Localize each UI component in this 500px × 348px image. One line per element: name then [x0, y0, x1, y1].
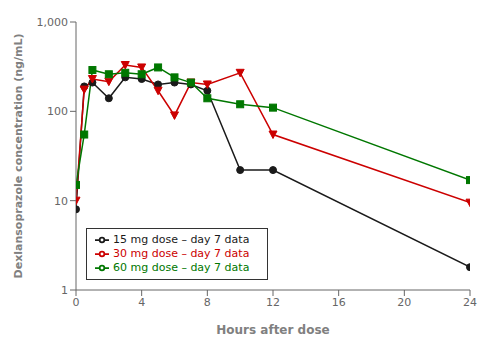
svg-text:24: 24: [463, 296, 477, 309]
html-text:60 mg dose – day 7 data: 60 mg dose – day 7 data: [113, 261, 250, 274]
svg-text:Hours after dose: Hours after dose: [216, 323, 329, 337]
html-text:15 mg dose – day 7 data: 15 mg dose – day 7 data: [113, 233, 250, 246]
svg-text:0: 0: [73, 296, 80, 309]
svg-text:4: 4: [138, 296, 145, 309]
svg-text:100: 100: [47, 105, 68, 118]
svg-text:10: 10: [54, 195, 68, 208]
svg-text:12: 12: [266, 296, 280, 309]
svg-text:16: 16: [332, 296, 346, 309]
svg-text:1: 1: [61, 284, 68, 297]
svg-text:Dexlansoprazole concentration: Dexlansoprazole concentration (ng/mL): [12, 34, 25, 279]
html-text:30 mg dose – day 7 data: 30 mg dose – day 7 data: [113, 247, 250, 260]
svg-text:8: 8: [204, 296, 211, 309]
svg-text:1,000: 1,000: [37, 16, 69, 29]
svg-text:20: 20: [397, 296, 411, 309]
